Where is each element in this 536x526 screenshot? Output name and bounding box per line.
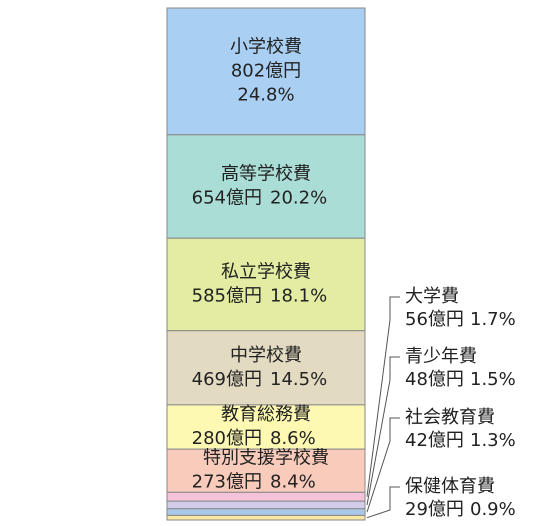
- segment-percent: 1.3%: [470, 430, 516, 451]
- leader-line: [366, 296, 400, 497]
- segment-amount: 469億円: [192, 369, 262, 390]
- segment-name: 大学費: [405, 286, 459, 307]
- bar-segment: [166, 508, 366, 516]
- segment-amount: 56億円: [405, 309, 464, 330]
- segment-amount: 48億円: [405, 369, 464, 390]
- segment-name: 中学校費: [230, 345, 302, 366]
- bar-segment: [166, 237, 366, 332]
- segment-amount: 802億円: [231, 60, 301, 81]
- segment-name: 教育総務費: [221, 404, 311, 425]
- segment-amount: 273億円: [192, 472, 262, 493]
- segment-amount: 42億円: [405, 430, 464, 451]
- bar-segment: [166, 514, 366, 521]
- segment-name: 小学校費: [230, 36, 302, 57]
- segment-name: 社会教育費: [405, 407, 495, 428]
- segment-name: 高等学校費: [221, 164, 311, 185]
- segment-amount: 280億円: [192, 428, 262, 449]
- leader-line: [366, 356, 400, 506]
- segment-percent: 20.2%: [270, 188, 327, 209]
- segment-percent: 18.1%: [270, 285, 327, 306]
- segment-name: 保健体育費: [405, 476, 495, 497]
- bar-segment: [166, 404, 366, 450]
- segment-percent: 14.5%: [270, 369, 327, 390]
- bar-segment: [166, 448, 366, 493]
- leader-line: [366, 417, 400, 513]
- segment-percent: 8.4%: [270, 472, 316, 493]
- bar-segment: [166, 500, 366, 510]
- segment-name: 特別支援学校費: [203, 448, 329, 469]
- bar-segment: [166, 134, 366, 239]
- segment-percent: 8.6%: [270, 428, 316, 449]
- bar-segment: [166, 7, 366, 136]
- segment-name: 青少年費: [405, 346, 477, 367]
- segment-percent: 0.9%: [470, 499, 516, 520]
- segment-name: 私立学校費: [221, 261, 311, 282]
- leader-line: [366, 486, 400, 519]
- segment-percent: 24.8%: [237, 84, 294, 105]
- segment-percent: 1.7%: [470, 309, 516, 330]
- bar-segment: [166, 330, 366, 406]
- segment-percent: 1.5%: [470, 369, 516, 390]
- segment-amount: 654億円: [192, 188, 262, 209]
- segment-amount: 29億円: [405, 499, 464, 520]
- bar-segment: [166, 491, 366, 502]
- segment-amount: 585億円: [192, 285, 262, 306]
